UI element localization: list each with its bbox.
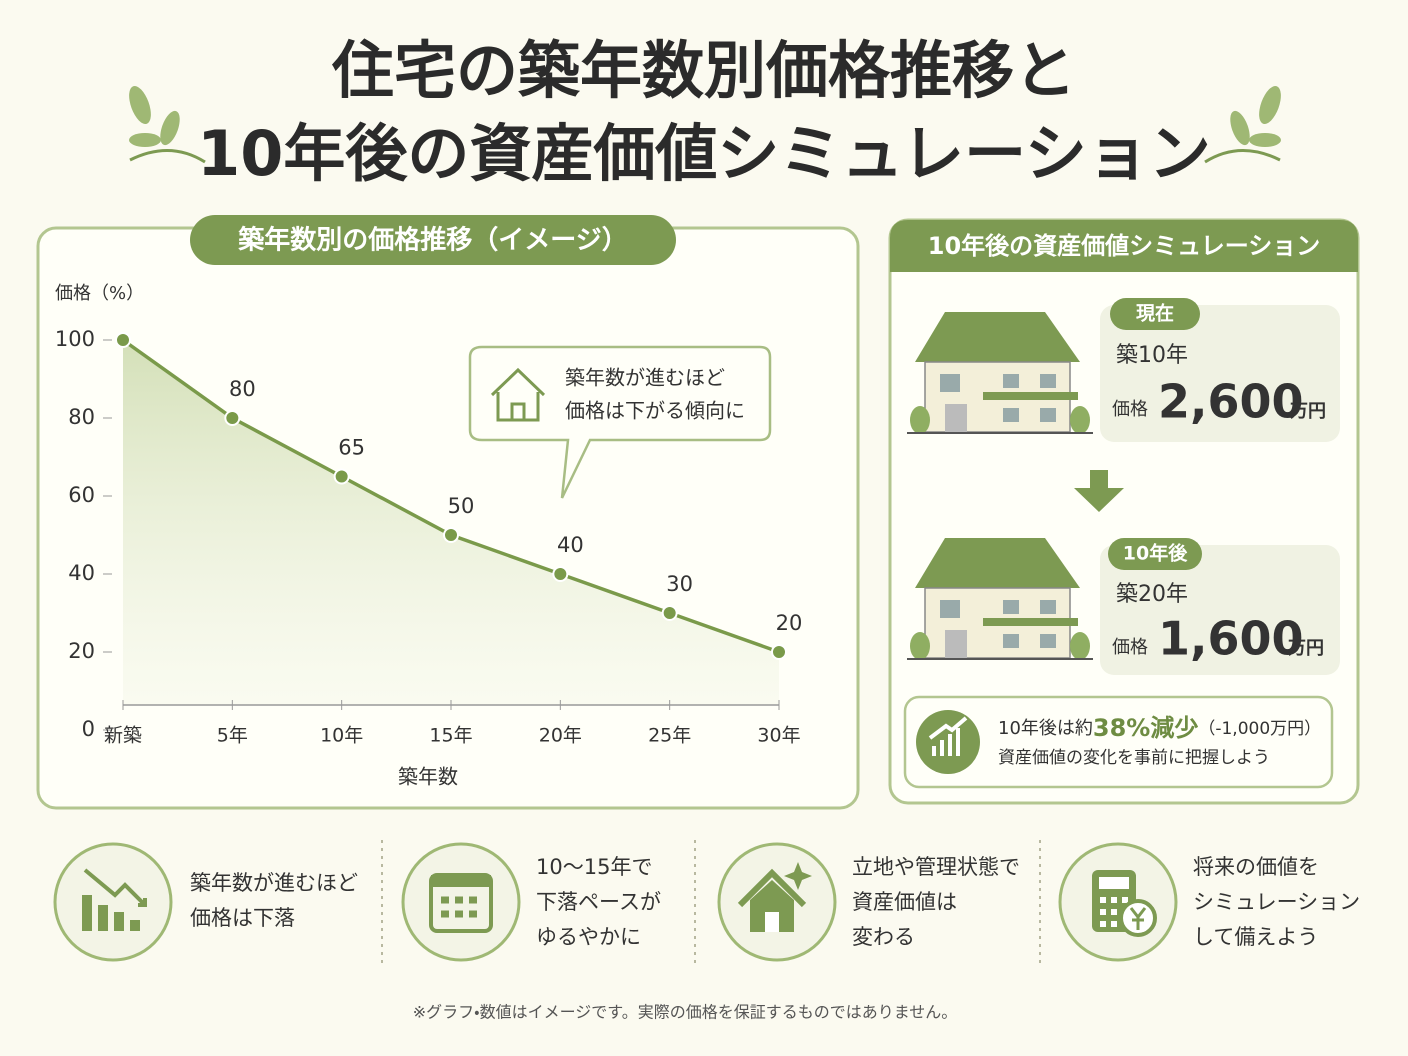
annotation: 価格は下がる傾向に bbox=[565, 399, 745, 423]
area bbox=[123, 340, 779, 705]
sim-title: 10年後の資産価値シミュレーション bbox=[928, 232, 1320, 260]
price-label: 価格 bbox=[1112, 637, 1148, 658]
badge-text: 現在 bbox=[1136, 302, 1174, 325]
callout bbox=[468, 345, 772, 499]
x-tick-label: 20年 bbox=[539, 725, 582, 747]
age: 築10年 bbox=[1116, 343, 1188, 368]
title: 住宅の築年数別価格推移と bbox=[331, 34, 1076, 107]
summary-box bbox=[903, 695, 1334, 789]
y-tick-label: 60 bbox=[68, 483, 95, 507]
badge bbox=[1108, 538, 1202, 570]
price: 1,600 bbox=[1158, 612, 1304, 666]
age: 築20年 bbox=[1116, 582, 1188, 607]
tip-text: 10～15年で bbox=[536, 855, 652, 879]
summary-suffix: （-1,000万円） bbox=[1198, 719, 1321, 739]
y-axis-label: 価格（%） bbox=[55, 283, 144, 304]
price-card bbox=[1100, 305, 1340, 442]
price-card bbox=[1100, 545, 1340, 675]
separators bbox=[381, 840, 1041, 965]
y-tick-label: 80 bbox=[68, 405, 95, 429]
price-label: 価格 bbox=[1112, 399, 1148, 420]
annotation: 築年数が進むほど bbox=[565, 366, 725, 390]
data-label: 40 bbox=[557, 533, 584, 557]
footnote: ※グラフ・数値はイメージです。実際の価格を保証するものではありません。 bbox=[413, 1003, 957, 1022]
data-label: 30 bbox=[666, 572, 693, 596]
data-label: 50 bbox=[448, 494, 475, 518]
x-tick-label: 新築 bbox=[104, 725, 142, 747]
tip-text: 立地や管理状態で bbox=[852, 855, 1020, 879]
summary-highlight: 38%減少 bbox=[1093, 714, 1198, 742]
badge bbox=[1110, 298, 1200, 330]
tip-text: シミュレーション bbox=[1193, 890, 1360, 914]
leaves bbox=[129, 85, 1281, 164]
data-label: 20 bbox=[776, 611, 803, 635]
x-tick-label: 10年 bbox=[320, 725, 363, 747]
point bbox=[771, 644, 787, 660]
summary-line: 資産価値の変化を事前に把握しよう bbox=[998, 748, 1270, 768]
arrow-down bbox=[1074, 470, 1124, 512]
point bbox=[224, 410, 241, 426]
summary-prefix: 10年後は約 bbox=[998, 718, 1093, 739]
data-label: 65 bbox=[338, 436, 365, 460]
x-axis-label: 築年数 bbox=[398, 765, 458, 789]
tip-icons bbox=[53, 842, 1178, 962]
point bbox=[115, 332, 131, 348]
data-label: 80 bbox=[229, 377, 256, 401]
x-tick-label: 15年 bbox=[429, 725, 472, 747]
x-tick-label: 5年 bbox=[217, 725, 248, 747]
tip-text: 築年数が進むほど bbox=[190, 871, 358, 895]
plot: 0 20 40 60 80 100 新築 5年 10年 15年 20年 25年 30年 80 65 50 40 3… bbox=[55, 327, 802, 747]
chart-tab bbox=[190, 215, 676, 265]
x-tick-label: 30年 bbox=[757, 725, 800, 747]
point bbox=[333, 468, 350, 485]
point bbox=[552, 566, 569, 582]
summary-line: 10年後は約38%減少（-1,000万円） bbox=[998, 714, 1321, 742]
title: 10年後の資産価値シミュレーション bbox=[197, 117, 1211, 190]
tip-text: 下落ペースが bbox=[536, 890, 661, 914]
price-unit: 万円 bbox=[1289, 401, 1326, 422]
y-tick-label: 20 bbox=[68, 639, 95, 663]
y-tick-label: 100 bbox=[55, 327, 95, 351]
y-tick-label: 40 bbox=[68, 561, 95, 585]
price: 2,600 bbox=[1158, 375, 1304, 429]
point bbox=[661, 605, 678, 621]
tip-text: 変わる bbox=[852, 925, 915, 949]
sim-header bbox=[890, 220, 1358, 272]
point bbox=[443, 527, 459, 543]
tip-text: 資産価値は bbox=[852, 890, 957, 914]
badge-text: 10年後 bbox=[1123, 542, 1188, 565]
summary-icon-glyph bbox=[928, 716, 968, 756]
tip-text: 将来の価値を bbox=[1193, 855, 1319, 879]
y-tick-label: 0 bbox=[82, 717, 95, 741]
chart-title: 築年数別の価格推移（イメージ） bbox=[237, 225, 627, 256]
x-tick-label: 25年 bbox=[648, 725, 691, 747]
tip-text: して備えよう bbox=[1193, 925, 1318, 949]
price-unit: 万円 bbox=[1287, 638, 1324, 659]
tip-text: 価格は下落 bbox=[190, 906, 295, 930]
tip-text: ゆるやかに bbox=[536, 925, 641, 949]
